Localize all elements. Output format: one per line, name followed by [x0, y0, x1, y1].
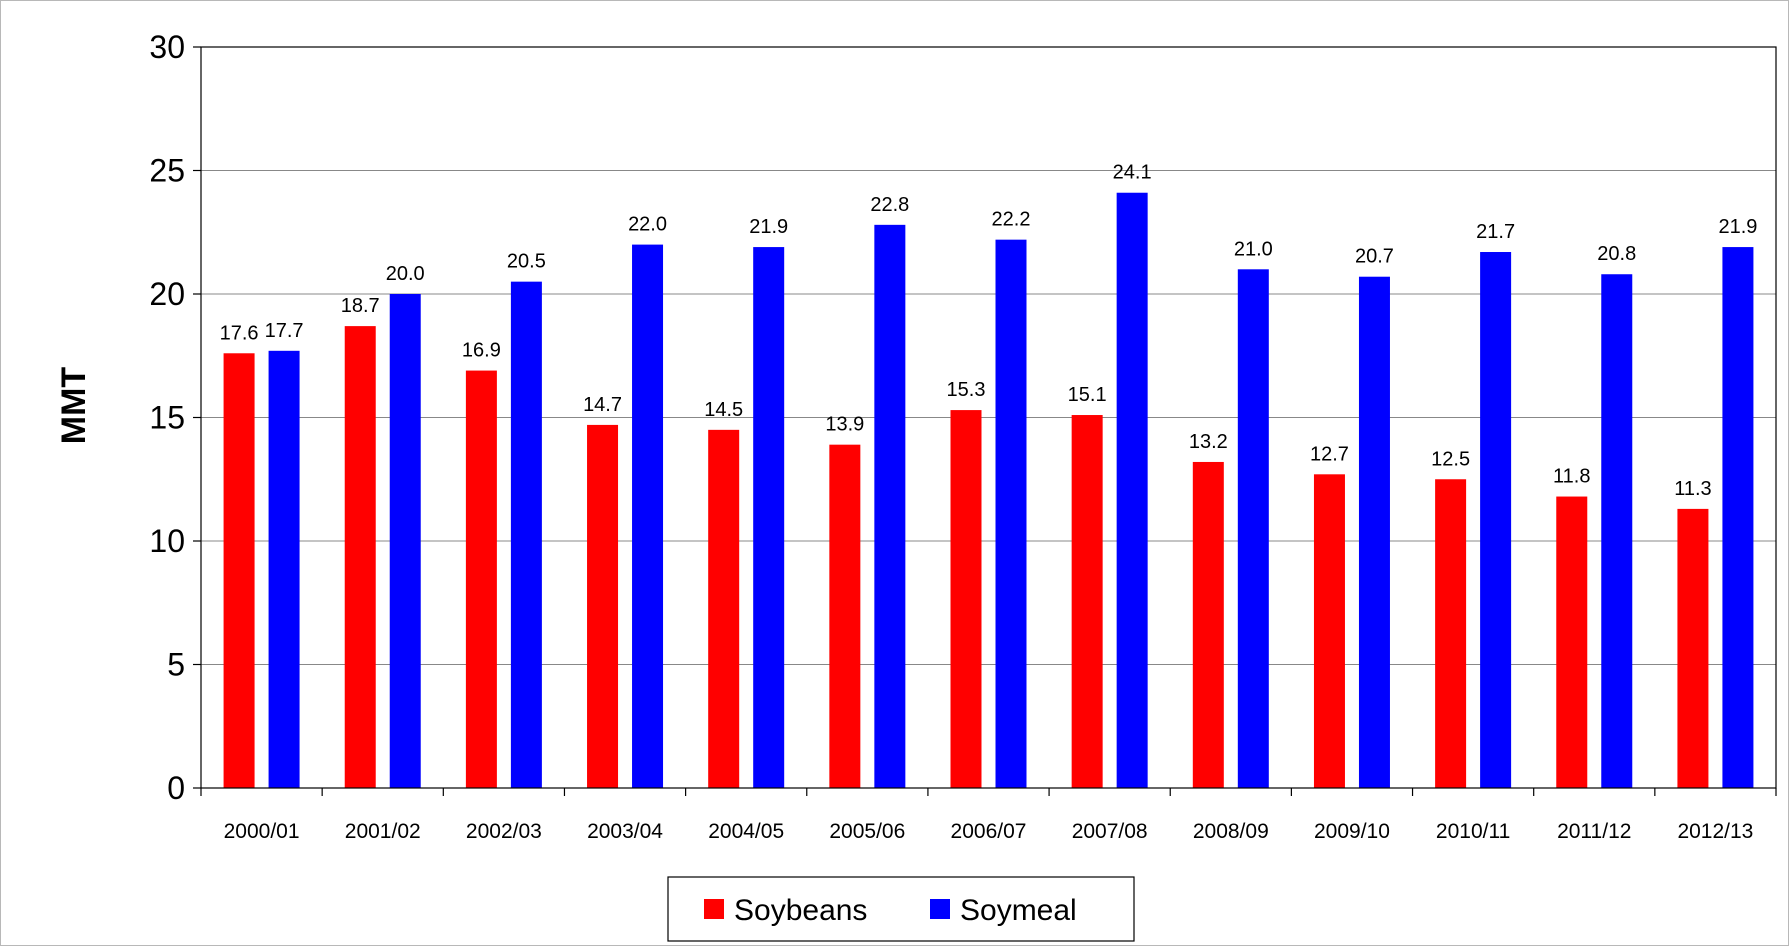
bar-soymeal	[632, 244, 664, 789]
data-labels: 17.6 17.7 18.7 20.0 16.9 20.5 14.7 22.0 14.5 21.9…	[220, 162, 1758, 500]
legend-label-soybeans: Soybeans	[734, 894, 867, 927]
data-label-soymeal: 24.1	[1113, 162, 1152, 184]
data-label-soybeans: 16.9	[462, 340, 501, 362]
bars	[223, 192, 1754, 789]
y-tick-label: 5	[167, 647, 185, 683]
y-tick-label: 20	[149, 276, 185, 312]
x-tick-label: 2003/04	[587, 820, 663, 843]
bar-soybeans	[1556, 496, 1588, 788]
bar-soymeal	[1601, 274, 1633, 788]
x-tick-label: 2005/06	[829, 820, 905, 843]
data-label-soymeal: 20.0	[386, 263, 425, 285]
data-label-soybeans: 17.6	[220, 322, 259, 344]
y-tick-label: 0	[167, 770, 185, 806]
bar-soymeal	[389, 294, 421, 788]
data-label-soymeal: 21.7	[1476, 221, 1515, 243]
y-tick-label: 15	[149, 400, 185, 436]
bar-soybeans	[829, 444, 861, 788]
data-label-soybeans: 11.3	[1674, 478, 1711, 500]
x-tick-label: 2010/11	[1436, 820, 1510, 843]
data-label-soybeans: 12.7	[1310, 443, 1349, 465]
data-label-soymeal: 21.0	[1234, 238, 1273, 260]
bar-soymeal	[1116, 192, 1148, 789]
data-label-soymeal: 20.8	[1597, 243, 1636, 265]
bar-soybeans	[344, 326, 376, 788]
data-label-soybeans: 15.1	[1068, 384, 1107, 406]
legend-swatch-soybeans	[704, 899, 724, 919]
gridlines	[201, 46, 1776, 665]
data-label-soybeans: 14.5	[704, 399, 743, 421]
data-label-soybeans: 14.7	[583, 394, 622, 416]
bar-soymeal	[1358, 276, 1390, 788]
bar-soybeans	[1313, 474, 1345, 788]
x-tick-label: 2006/07	[951, 820, 1027, 843]
legend-swatch-soymeal	[930, 899, 950, 919]
data-label-soybeans: 13.2	[1189, 431, 1228, 453]
plot-area	[200, 46, 1777, 789]
bar-soybeans	[1435, 479, 1467, 788]
bar-soymeal	[874, 224, 906, 789]
x-tick-label: 2007/08	[1072, 820, 1148, 843]
x-tick-label: 2008/09	[1193, 820, 1269, 843]
bar-soymeal	[1722, 247, 1754, 788]
legend-box	[667, 876, 1135, 942]
data-label-soymeal: 21.9	[749, 216, 788, 238]
data-label-soymeal: 22.0	[628, 214, 667, 236]
bar-soymeal	[995, 239, 1027, 788]
legend-label-soymeal: Soymeal	[960, 894, 1077, 927]
x-tick-label: 2011/12	[1557, 820, 1631, 843]
data-label-soymeal: 22.8	[870, 194, 909, 216]
data-label-soybeans: 18.7	[341, 295, 380, 317]
x-tick-label: 2000/01	[224, 820, 300, 843]
data-label-soybeans: 15.3	[947, 379, 986, 401]
data-label-soymeal: 20.7	[1355, 246, 1394, 268]
bar-soybeans	[708, 429, 740, 788]
y-axis-title: MMT	[55, 367, 93, 445]
data-label-soymeal: 22.2	[992, 209, 1031, 231]
bar-soybeans	[587, 424, 619, 788]
bar-soymeal	[1480, 252, 1512, 788]
bar-soybeans	[223, 353, 255, 788]
y-tick-label: 10	[149, 523, 185, 559]
bar-soybeans	[465, 370, 497, 788]
bar-soymeal	[1237, 269, 1269, 788]
bar-soybeans	[950, 410, 982, 788]
y-tick-label: 25	[149, 153, 185, 189]
bar-soymeal	[268, 350, 300, 788]
data-label-soybeans: 12.5	[1431, 448, 1470, 470]
x-tick-label: 2012/13	[1677, 820, 1753, 843]
axes: 0 5 10 15 20 25 30 2000/01 2001/02 2002/03 2003/04…	[149, 29, 1777, 843]
bar-soybeans	[1071, 415, 1103, 788]
data-label-soymeal: 20.5	[507, 251, 546, 273]
bar-soybeans	[1677, 508, 1709, 788]
bar-soymeal	[510, 281, 542, 788]
bar-soymeal	[753, 247, 785, 788]
bar-soybeans	[1192, 461, 1224, 788]
data-label-soybeans: 13.9	[825, 414, 864, 436]
x-tick-label: 2009/10	[1314, 820, 1390, 843]
y-tick-label: 30	[149, 29, 185, 65]
x-tick-label: 2004/05	[708, 820, 784, 843]
x-tick-label: 2002/03	[466, 820, 542, 843]
x-tick-label: 2001/02	[345, 820, 421, 843]
data-label-soymeal: 17.7	[265, 320, 304, 342]
data-label-soybeans: 11.8	[1553, 466, 1590, 488]
legend: Soybeans Soymeal	[667, 876, 1135, 942]
data-label-soymeal: 21.9	[1718, 216, 1757, 238]
